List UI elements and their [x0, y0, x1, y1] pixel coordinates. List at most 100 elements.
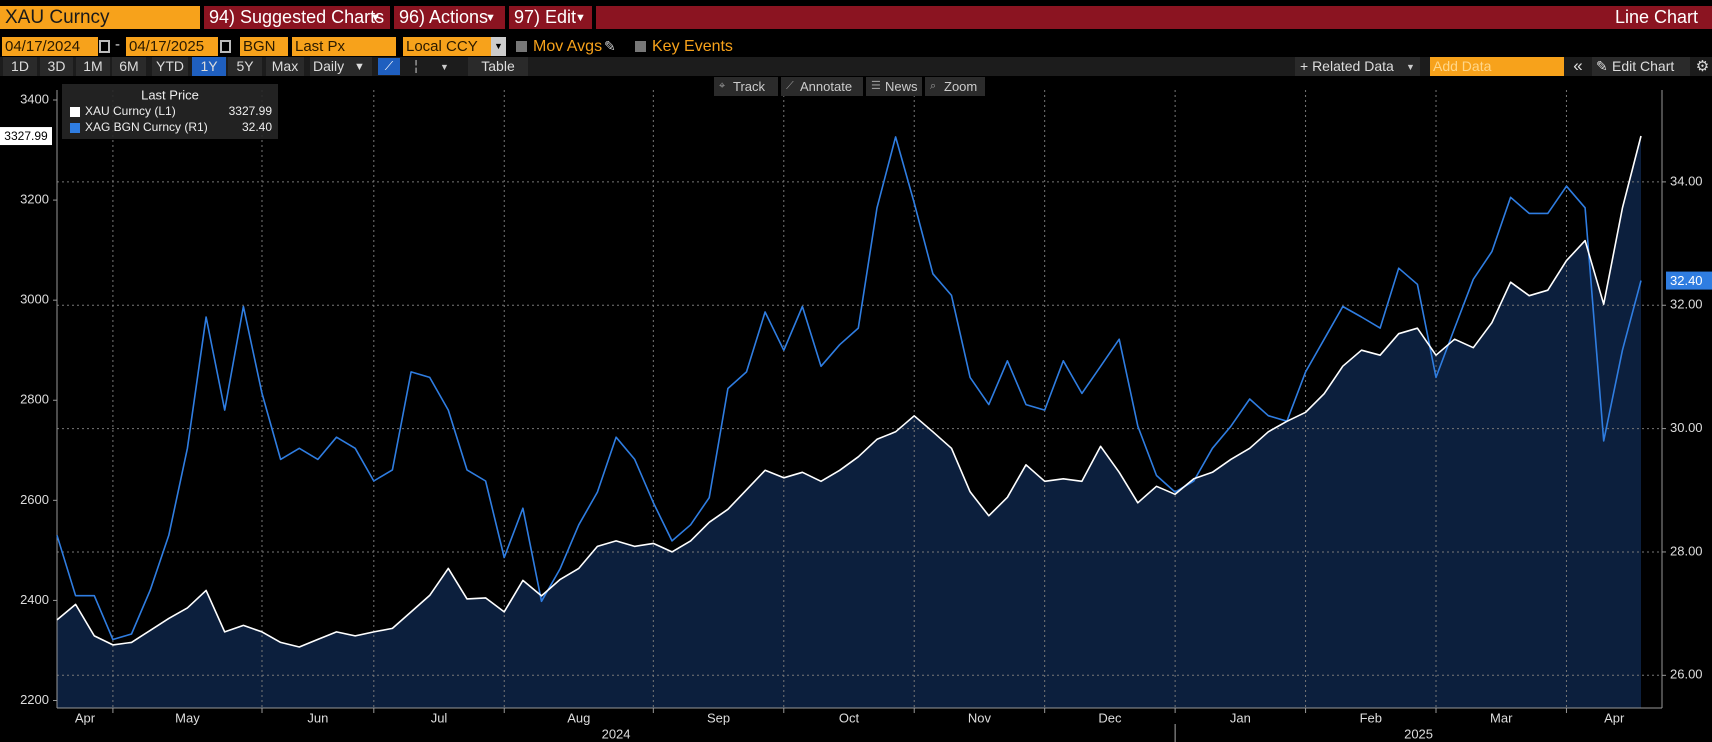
table-button[interactable]: Table	[468, 57, 528, 76]
frequency-button[interactable]: Daily	[310, 57, 372, 76]
period-button[interactable]: 1M	[76, 57, 110, 76]
checkbox[interactable]	[516, 41, 527, 52]
legend-swatch	[70, 123, 80, 133]
y-tick-label: 3400	[20, 91, 49, 106]
menu-sep	[592, 6, 596, 29]
calendar-icon[interactable]	[220, 40, 231, 53]
menu-button[interactable]: 96) Actions	[399, 7, 489, 27]
source-field[interactable]: BGN	[240, 37, 288, 56]
security-field[interactable]: XAU Curncy	[0, 6, 200, 29]
period-button[interactable]: 6M	[112, 57, 146, 76]
legend-title: Last Price	[141, 87, 199, 102]
currency-field[interactable]: Local CCY	[403, 37, 491, 56]
checkbox[interactable]	[635, 41, 646, 52]
legend-value: 3327.99	[229, 104, 273, 118]
x-tick-label: Apr	[75, 710, 96, 725]
y-tick-label: 2800	[20, 392, 49, 407]
pencil-icon: ✎	[1596, 58, 1608, 74]
tool-icon: ☰	[871, 80, 881, 92]
x-tick-label: Jun	[307, 710, 328, 725]
x-tick-label: Mar	[1490, 710, 1513, 725]
menu-sep	[200, 6, 204, 29]
period-button[interactable]: YTD	[152, 57, 188, 76]
calendar-icon[interactable]	[99, 40, 110, 53]
related-data-button[interactable]: + Related Data	[1295, 57, 1420, 76]
period-button[interactable]: 3D	[40, 57, 73, 76]
legend-label: XAU Curncy (L1)	[85, 104, 176, 118]
field-field[interactable]: Last Px	[292, 37, 396, 56]
tool-icon: ⌕	[930, 80, 937, 92]
period-button[interactable]: 1D	[3, 57, 37, 76]
dropdown-button[interactable]: ▼	[491, 37, 506, 56]
menu-caret: ▼	[485, 12, 496, 24]
period-button[interactable]: 1Y	[192, 57, 226, 76]
x-tick-label: Apr	[1604, 710, 1625, 725]
toggle-label[interactable]: Key Events	[652, 38, 733, 55]
y-tick-label: 2200	[20, 692, 49, 707]
x-tick-label: Dec	[1098, 710, 1122, 725]
menu-sep	[505, 6, 509, 29]
y-tick-label: 2400	[20, 592, 49, 607]
menu-button[interactable]: 97) Edit	[514, 7, 577, 27]
tool-button[interactable]: Annotate	[781, 77, 863, 96]
collapse-button[interactable]: «	[1573, 56, 1583, 75]
line	[56, 135, 1642, 648]
tool-button[interactable]: Zoom	[925, 77, 985, 96]
area	[57, 136, 1641, 708]
style-caret: ▼	[440, 62, 449, 72]
add-data-field[interactable]: Add Data	[1430, 57, 1564, 76]
legend	[62, 84, 278, 139]
y2-tick-label: 28.00	[1670, 543, 1703, 558]
tool-button[interactable]: News	[866, 77, 922, 96]
x-tick-label: Feb	[1360, 710, 1382, 725]
x-tick-label: Oct	[839, 710, 860, 725]
menu-sep	[390, 6, 394, 29]
chart-style-button[interactable]: ⟋	[378, 58, 400, 75]
period-button[interactable]: 5Y	[228, 57, 262, 76]
date-sep: -	[115, 36, 120, 53]
x-tick-label: Aug	[567, 710, 590, 725]
y2-tick-label: 26.00	[1670, 667, 1703, 682]
tool-icon: ⌖	[719, 80, 726, 92]
legend-value: 32.40	[242, 120, 272, 134]
title-bar	[0, 6, 1712, 29]
last-value-tag	[1666, 271, 1712, 290]
tool-button[interactable]: Track	[714, 77, 778, 96]
plot-area: Apr May Jun Jul Aug Sep Oct Nov Dec Jan Feb Mar Apr 2…	[0, 84, 1712, 742]
x-group-label: 2024	[602, 726, 631, 741]
x-tick-label: Jan	[1230, 710, 1251, 725]
toggle-label[interactable]: Mov Avgs	[533, 38, 603, 55]
bar-style-button[interactable]: ╎	[412, 59, 420, 74]
x-group-label: 2025	[1404, 726, 1433, 741]
chart-kind: Line Chart	[1614, 7, 1698, 27]
frequency-caret: ▼	[354, 61, 365, 73]
menu-caret: ▼	[370, 12, 381, 24]
y2-tick-label: 30.00	[1670, 420, 1703, 435]
pencil-icon: ✎	[604, 38, 616, 54]
settings-button[interactable]: ⚙	[1695, 58, 1710, 75]
line	[56, 136, 1642, 641]
date-from[interactable]: 04/17/2024	[2, 37, 98, 56]
legend-label: XAG BGN Curncy (R1)	[85, 120, 208, 134]
legend-swatch	[70, 107, 80, 117]
y-tick-label: 3200	[20, 192, 49, 207]
y2-tick-label: 34.00	[1670, 173, 1703, 188]
x-tick-label: Nov	[968, 710, 992, 725]
menu-button[interactable]: 94) Suggested Charts	[209, 7, 385, 27]
x-tick-label: Sep	[707, 710, 730, 725]
related-caret: ▼	[1406, 62, 1415, 72]
x-tick-label: May	[175, 710, 200, 725]
date-to[interactable]: 04/17/2025	[126, 37, 218, 56]
last-value-label: 32.40	[1670, 273, 1703, 288]
menu-caret: ▼	[575, 12, 586, 24]
last-value-label: 3327.99	[4, 129, 48, 143]
last-value-tag	[0, 127, 52, 146]
toolbar	[0, 57, 1712, 76]
y2-tick-label: 32.00	[1670, 297, 1703, 312]
tool-icon: ⟋	[786, 80, 794, 92]
period-button[interactable]: Max	[266, 57, 304, 76]
edit-chart-button[interactable]: Edit Chart	[1592, 57, 1690, 76]
